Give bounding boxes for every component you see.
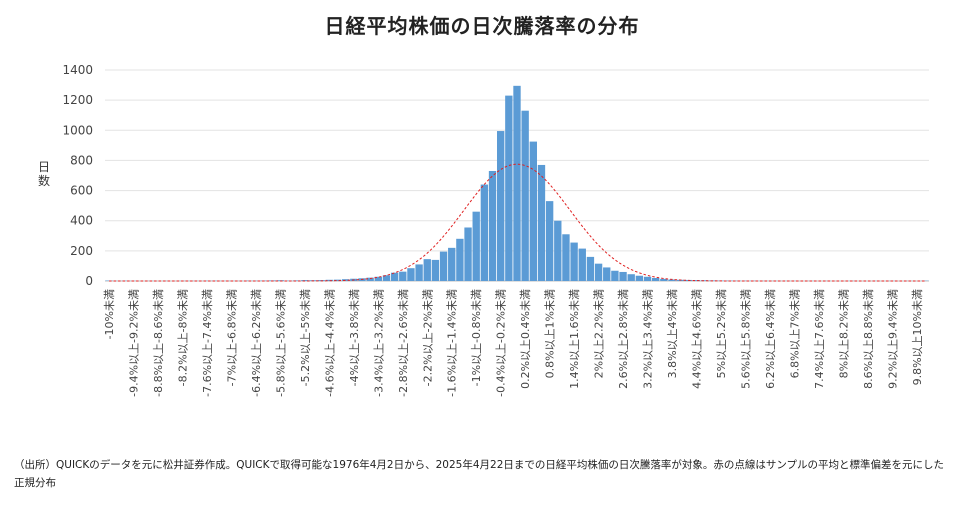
- x-tick-label: 0.2%以上0.4%未満: [519, 289, 532, 389]
- x-tick-label: 5.6%以上5.8%未満: [739, 289, 752, 389]
- histogram-bar: [529, 141, 537, 281]
- histogram-bar: [382, 275, 391, 281]
- x-tick-label: -0.4%以上-0.2%未満: [495, 289, 508, 397]
- chart-title: 日経平均株価の日次騰落率の分布: [324, 14, 640, 38]
- histogram-bar: [431, 259, 440, 281]
- x-tick-label: -9.4%以上-9.2%未満: [128, 289, 141, 397]
- y-tick-label: 1400: [62, 63, 93, 77]
- x-tick-label: 6.2%以上6.4%未満: [764, 289, 777, 389]
- x-tick-label: -6.4%以上-6.2%未満: [250, 289, 263, 397]
- histogram-bar: [562, 234, 570, 281]
- histogram-bar: [513, 85, 521, 281]
- histogram-bar: [521, 110, 529, 281]
- histogram-bar: [627, 274, 635, 281]
- histogram-bar: [472, 211, 480, 281]
- histogram-bar: [545, 201, 554, 281]
- y-tick-label: 600: [70, 184, 93, 198]
- histogram-bar: [439, 251, 448, 281]
- histogram-bar: [366, 277, 374, 281]
- y-tick-label: 800: [70, 153, 93, 167]
- y-tick-label: 200: [70, 244, 93, 258]
- x-tick-label: 8.6%以上8.8%未満: [862, 289, 875, 389]
- histogram-bar: [407, 268, 415, 281]
- histogram-bar: [611, 270, 619, 281]
- x-tick-label: -7%以上-6.8%未満: [225, 289, 238, 386]
- histogram-bar: [578, 248, 586, 281]
- normal-distribution-curve: [109, 163, 925, 282]
- x-tick-label: 3.2%以上3.4%未満: [642, 289, 655, 389]
- histogram-bar: [333, 279, 342, 281]
- histogram-bar: [399, 271, 407, 281]
- x-tick-label: -5.2%以上-5%未満: [299, 289, 312, 386]
- histogram-bar: [570, 242, 578, 281]
- histogram-bar: [464, 227, 472, 281]
- histogram-bar: [668, 279, 676, 281]
- histogram-bar: [423, 259, 431, 281]
- histogram-bar: [390, 272, 399, 281]
- x-tick-label: -4.6%以上-4.4%未満: [323, 289, 336, 397]
- x-tick-label: 8%以上8.2%未満: [837, 289, 850, 378]
- y-tick-label: 400: [70, 214, 93, 228]
- histogram-bar: [341, 279, 350, 281]
- x-tick-label: 0.8%以上1%未満: [544, 289, 557, 378]
- x-tick-label: 2.6%以上2.8%未満: [617, 289, 630, 389]
- x-tick-label: -8.2%以上-8%未満: [177, 289, 190, 386]
- histogram-bar: [643, 276, 652, 281]
- x-tick-label: -4%以上-3.8%未満: [348, 289, 361, 386]
- y-tick-label: 1200: [62, 93, 93, 107]
- x-tick-label: -7.6%以上-7.4%未満: [201, 289, 214, 397]
- histogram-bar: [652, 277, 660, 281]
- histogram-bar: [594, 263, 603, 281]
- histogram-bar: [603, 267, 611, 281]
- x-tick-label: 9.8%以上10%未満: [911, 289, 924, 385]
- x-tick-label: -8.8%以上-8.6%未満: [152, 289, 165, 397]
- x-tick-label: 1.4%以上1.6%未満: [568, 289, 581, 389]
- histogram-bar: [586, 256, 595, 281]
- x-tick-label: -2.2%以上-2%未満: [421, 289, 434, 386]
- x-tick-label: 7.4%以上7.6%未満: [813, 289, 826, 389]
- x-tick-label: -2.8%以上-2.6%未満: [397, 289, 410, 397]
- x-tick-label: 5%以上5.2%未満: [715, 289, 728, 378]
- histogram-bar: [700, 280, 709, 281]
- histogram-bar: [619, 271, 627, 281]
- y-tick-label: 0: [85, 274, 93, 288]
- y-tick-label: 1000: [62, 123, 93, 137]
- histogram-bar: [456, 238, 464, 281]
- x-tick-label: -10%未満: [103, 289, 116, 339]
- histogram-bar: [374, 276, 382, 281]
- histogram-bar: [635, 275, 644, 281]
- histogram-bar: [505, 95, 513, 281]
- histogram-bar: [488, 170, 497, 281]
- histogram-bar: [497, 131, 505, 281]
- x-tick-label: 3.8%以上4%未満: [666, 289, 679, 378]
- y-axis-label: 日数: [37, 160, 50, 188]
- histogram-bar: [415, 264, 423, 281]
- histogram-bar: [554, 220, 562, 281]
- x-tick-label: 2%以上2.2%未満: [593, 289, 606, 378]
- histogram-bar: [325, 279, 334, 281]
- x-tick-label: 9.2%以上9.4%未満: [886, 289, 899, 389]
- x-tick-label: -5.8%以上-5.6%未満: [274, 289, 287, 397]
- histogram-bar: [692, 280, 701, 281]
- x-tick-label: -1%以上-0.8%未満: [470, 289, 483, 386]
- histogram-bar: [480, 184, 489, 281]
- histogram-bar: [660, 278, 668, 281]
- x-tick-label: -1.6%以上-1.4%未満: [446, 289, 459, 397]
- histogram-bar: [537, 164, 546, 281]
- histogram-bar: [293, 280, 301, 281]
- source-footnote: （出所）QUICKのデータを元に松井証券作成。QUICKで取得可能な1976年4…: [14, 459, 945, 489]
- x-tick-label: -3.4%以上-3.2%未満: [372, 289, 385, 397]
- x-tick-label: 6.8%以上7%未満: [788, 289, 801, 378]
- x-tick-label: 4.4%以上4.6%未満: [690, 289, 703, 389]
- histogram-bar: [448, 247, 456, 281]
